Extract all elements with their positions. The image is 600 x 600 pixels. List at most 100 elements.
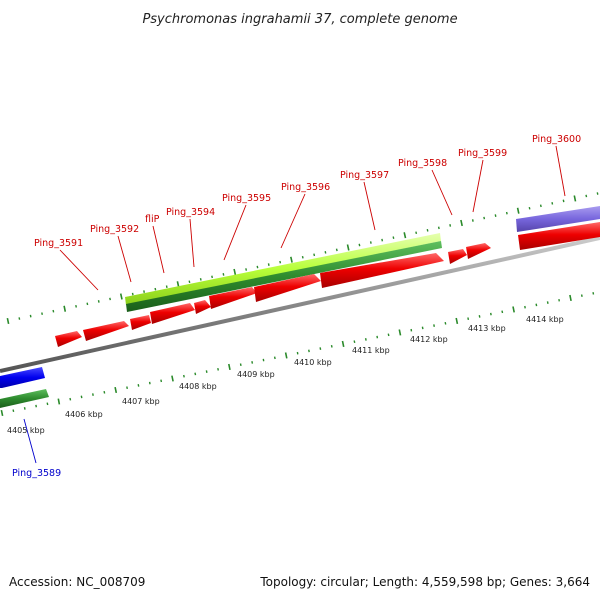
gene-feature-ping-3600 [518, 222, 600, 250]
minor-tick [12, 409, 15, 413]
major-tick [341, 340, 345, 348]
minor-tick [535, 303, 538, 307]
leader-line-flip [152, 225, 165, 274]
map-title: Psychromonas ingrahamii 37, complete gen… [142, 12, 457, 27]
minor-tick [501, 310, 504, 314]
gene-labels: Ping_3589 Ping_3591 Ping_3592 fliP Ping_… [12, 134, 581, 479]
minor-tick [335, 248, 338, 252]
gene-feature-ping-3591 [55, 331, 82, 347]
leader-line-ping-3598 [431, 169, 453, 216]
minor-tick [592, 292, 595, 295]
minor-tick [528, 206, 531, 210]
minor-tick [52, 309, 55, 313]
gene-label-ping-3597: Ping_3597 [340, 170, 389, 181]
gene-feature-ping-3595 [209, 287, 257, 309]
minor-tick [29, 314, 32, 318]
gene-leader-lines [23, 145, 566, 464]
minor-tick [217, 367, 219, 371]
leader-line-ping-3595 [223, 204, 247, 261]
minor-tick [539, 204, 542, 208]
major-tick [6, 317, 10, 325]
minor-tick [596, 192, 599, 195]
gene-label-ping-3594: Ping_3594 [166, 207, 215, 218]
minor-tick [449, 224, 452, 227]
leader-line-ping-3599 [472, 159, 484, 213]
minor-tick [97, 300, 100, 303]
axis-label-4411: 4411 kbp [352, 346, 390, 355]
minor-tick [103, 390, 106, 394]
major-tick [228, 363, 231, 371]
minor-tick [478, 315, 481, 318]
axis-label-4410: 4410 kbp [294, 358, 332, 367]
gene-feature-flip [130, 315, 151, 330]
major-tick [403, 232, 407, 239]
minor-tick [131, 292, 134, 296]
major-tick [398, 329, 402, 336]
gene-label-ping-3592: Ping_3592 [90, 224, 139, 235]
leader-line-ping-3594 [189, 218, 195, 268]
gene-label-ping-3600: Ping_3600 [532, 134, 581, 145]
minor-tick [256, 265, 259, 269]
leader-line-ping-3597 [363, 181, 376, 231]
gene-label-flip: fliP [145, 214, 160, 225]
minor-tick [23, 407, 26, 410]
minor-tick [551, 202, 554, 205]
minor-tick [183, 374, 185, 378]
major-tick [290, 256, 293, 263]
major-tick [284, 352, 288, 359]
genome-summary-text: Topology: circular; Length: 4,559,598 bp… [259, 575, 590, 589]
accession-text: Accession: NC_008709 [9, 575, 145, 589]
axis-label-4407: 4407 kbp [122, 397, 160, 406]
major-tick [233, 268, 237, 276]
axis-label-4405: 4405 kbp [7, 426, 45, 435]
gene-feature-ping-3594 [150, 303, 195, 324]
minor-tick [205, 370, 208, 373]
minor-tick [267, 263, 270, 266]
gene-feature-ping-3596 [254, 274, 321, 302]
minor-tick [426, 228, 429, 232]
minor-tick [251, 361, 254, 364]
minor-tick [433, 324, 435, 327]
minor-tick [585, 194, 588, 198]
tick-track-lower [0, 292, 595, 417]
gene-feature-ping-3599 [466, 243, 491, 259]
major-tick [573, 195, 577, 202]
major-tick [455, 317, 459, 325]
minor-tick [92, 393, 94, 396]
gene-feature-ping-3594b [194, 300, 211, 314]
leader-line-ping-3600 [555, 145, 566, 197]
gene-label-ping-3589: Ping_3589 [12, 468, 61, 479]
leader-line-ping-3589 [23, 418, 37, 464]
minor-tick [165, 285, 168, 289]
minor-tick [319, 347, 322, 350]
minor-tick [483, 216, 486, 220]
minor-tick [580, 294, 583, 297]
minor-tick [387, 333, 390, 337]
leader-line-ping-3591 [59, 249, 99, 291]
minor-tick [324, 251, 327, 254]
minor-tick [126, 386, 128, 390]
highlight-bar-green [126, 241, 442, 312]
minor-tick [330, 344, 333, 348]
minor-tick [301, 255, 304, 259]
gene-feature-ping-3597 [320, 253, 444, 288]
highlight-bar-green-left [0, 389, 49, 408]
minor-tick [194, 372, 197, 376]
major-tick [516, 207, 520, 214]
major-tick [346, 244, 350, 251]
minor-tick [369, 241, 372, 244]
minor-tick [381, 238, 384, 242]
minor-tick [18, 317, 21, 320]
minor-tick [353, 340, 356, 344]
minor-tick [444, 321, 447, 325]
minor-tick [467, 317, 470, 321]
minor-tick [239, 363, 242, 367]
axis-label-4408: 4408 kbp [179, 382, 217, 391]
minor-tick [313, 253, 316, 257]
minor-tick [308, 349, 310, 353]
minor-tick [415, 231, 418, 235]
minor-tick [160, 379, 163, 383]
minor-tick [41, 312, 43, 315]
major-tick [171, 375, 174, 382]
